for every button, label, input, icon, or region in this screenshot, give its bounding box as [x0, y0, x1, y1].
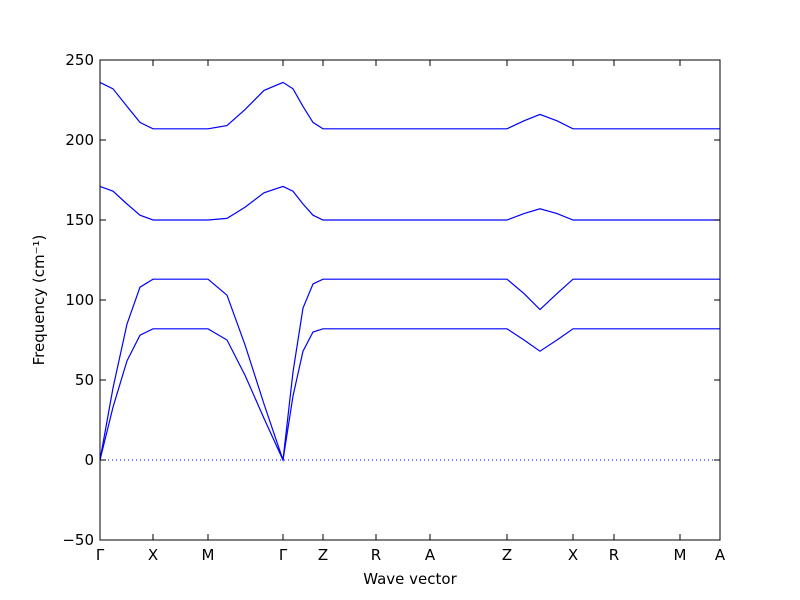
x-tick-label: A: [425, 546, 436, 564]
y-tick-label: −50: [62, 531, 94, 549]
x-tick-label: X: [568, 546, 578, 564]
y-tick-label: 0: [84, 451, 94, 469]
band-line: [99, 185, 720, 221]
y-axis-label: Frequency (cm⁻¹): [30, 235, 48, 366]
x-axis-label: Wave vector: [363, 570, 457, 588]
y-tick-label: 50: [75, 371, 94, 389]
plot-frame: [99, 59, 721, 541]
band-line: [99, 278, 720, 461]
x-tick-label: X: [148, 546, 158, 564]
x-tick-label: Z: [502, 546, 512, 564]
x-tick-label: A: [715, 546, 726, 564]
band-line: [99, 81, 720, 130]
x-tick-label: M: [202, 546, 215, 564]
x-tick-label: Γ: [96, 546, 105, 564]
x-tick-label: Γ: [279, 546, 288, 564]
x-tick-label: Z: [318, 546, 328, 564]
band-line: [99, 328, 720, 463]
y-tick-label: 150: [65, 211, 94, 229]
x-tick-label: R: [371, 546, 381, 564]
y-tick-label: 200: [65, 131, 94, 149]
y-tick-label: 100: [65, 291, 94, 309]
x-tick-label: R: [609, 546, 619, 564]
x-tick-label: M: [674, 546, 687, 564]
y-tick-label: 250: [65, 51, 94, 69]
